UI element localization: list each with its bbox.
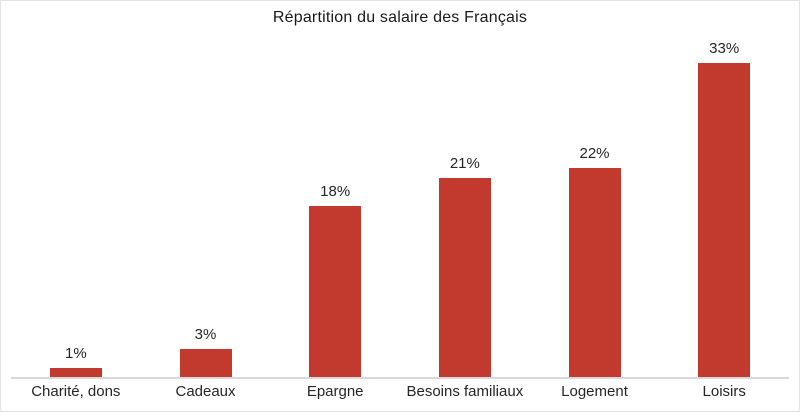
bar-column: 33% [659,1,789,378]
bar [49,368,102,378]
category-label: Loisirs [702,383,746,400]
bar-column: 18% [270,1,400,378]
category-label: Logement [561,383,628,400]
x-axis-baseline [11,377,789,379]
plot-area: 1% 3% 18% 21% 22% 33% Charité, dons Cadea… [11,1,789,411]
bar [698,63,751,378]
bar-value-label: 21% [449,155,480,172]
bar-columns: 1% 3% 18% 21% 22% 33% [11,1,789,378]
bar [438,178,491,378]
category-label: Charité, dons [31,383,121,400]
bar-value-label: 33% [709,40,740,57]
bar-value-label: 1% [64,345,87,362]
bar-column: 22% [530,1,660,378]
bar-column: 1% [11,1,141,378]
x-axis-category-labels: Charité, dons Cadeaux Epargne Besoins famil… [11,383,789,400]
category-label: Besoins familiaux [406,383,524,400]
category-label: Epargne [306,383,364,400]
bar-column: 3% [141,1,271,378]
bar-column: 21% [400,1,530,378]
bar-value-label: 18% [320,183,351,200]
bar-value-label: 22% [579,145,610,162]
bar-value-label: 3% [194,326,217,343]
bar [568,168,621,378]
chart-title: Répartition du salaire des Français [272,9,528,26]
bar [179,349,232,378]
bar [309,206,362,378]
category-label: Cadeaux [175,383,236,400]
